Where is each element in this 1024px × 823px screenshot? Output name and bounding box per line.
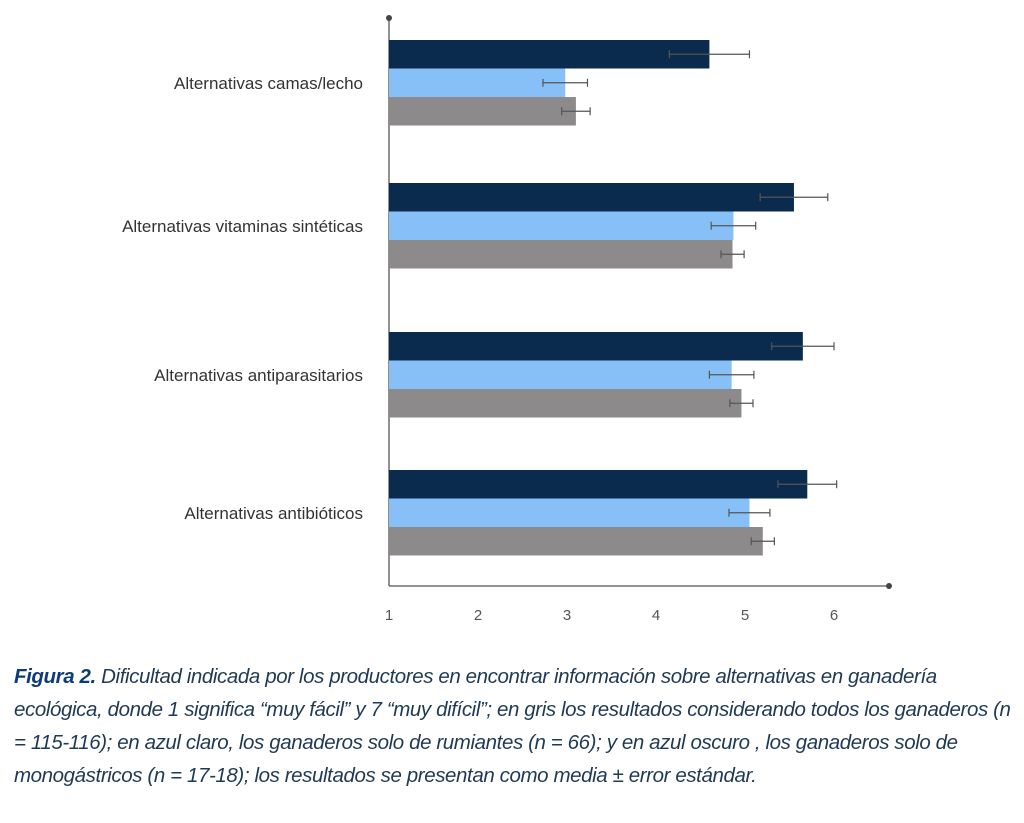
x-tick-label: 1 [385, 607, 393, 624]
error-bar [720, 250, 745, 259]
bar [389, 389, 742, 418]
bar [389, 240, 733, 269]
bar [389, 527, 763, 556]
chart-bars [389, 40, 808, 556]
chart-x-ticks: 1 2 3 4 5 6 [385, 607, 838, 624]
bar [389, 40, 710, 69]
x-tick-label: 2 [474, 607, 482, 624]
error-bar [771, 342, 835, 351]
x-tick-label: 5 [741, 607, 749, 624]
bar [389, 211, 734, 240]
category-label: Alternativas antibióticos [184, 504, 363, 523]
x-tick-label: 4 [652, 607, 660, 624]
error-bar [729, 399, 754, 408]
category-label: Alternativas camas/lecho [174, 74, 363, 93]
bar [389, 498, 750, 527]
category-label: Alternativas vitaminas sintéticas [122, 217, 363, 236]
y-axis-end-dot [386, 15, 392, 21]
error-bar [710, 221, 757, 230]
bar [389, 183, 794, 212]
bar [389, 332, 803, 361]
error-bar [777, 480, 838, 489]
error-bar [668, 50, 751, 59]
chart-category-labels: Alternativas camas/lecho Alternativas vit… [122, 74, 363, 523]
category-label: Alternativas antiparasitarios [154, 366, 363, 385]
error-bar [728, 508, 771, 517]
bar [389, 470, 808, 499]
bar [389, 360, 732, 389]
error-bar [759, 193, 829, 202]
error-bar [542, 78, 589, 87]
figure-caption-text: Dificultad indicada por los productores … [14, 665, 1011, 787]
bar-chart: Alternativas camas/lecho Alternativas vit… [122, 15, 892, 624]
x-axis-end-dot [886, 583, 892, 589]
chart-error-bars [542, 50, 838, 546]
figure-caption: Figura 2. Dificultad indicada por los pr… [14, 660, 1018, 792]
error-bar [561, 107, 591, 116]
error-bar [708, 370, 755, 379]
x-tick-label: 3 [563, 607, 571, 624]
figure-caption-label: Figura 2. [14, 665, 96, 688]
x-tick-label: 6 [830, 607, 838, 624]
bar [389, 97, 576, 126]
bar [389, 68, 566, 97]
error-bar [750, 537, 775, 546]
